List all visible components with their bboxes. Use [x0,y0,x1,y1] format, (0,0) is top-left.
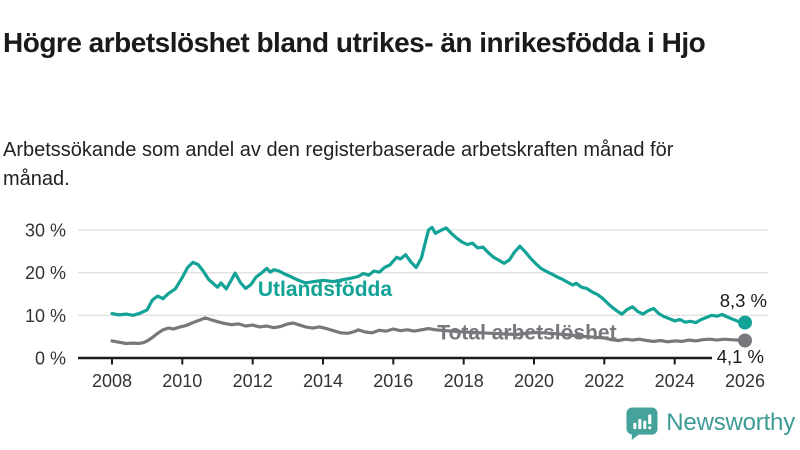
svg-text:Utlandsfödda: Utlandsfödda [258,278,392,301]
svg-text:2022: 2022 [584,371,624,391]
newsworthy-logo-text: Newsworthy [666,409,795,436]
newsworthy-logo: Newsworthy [625,406,795,440]
bar-chart-speech-bubble-icon [626,407,658,440]
page-title: Högre arbetslöshet bland utrikes- än inr… [3,26,706,58]
chart-subtitle: Arbetssökande som andel av den registerb… [3,139,674,190]
svg-text:2010: 2010 [162,371,202,391]
svg-text:2026: 2026 [725,371,765,391]
svg-text:2014: 2014 [303,371,343,391]
svg-text:2016: 2016 [373,371,413,391]
svg-text:4,1 %: 4,1 % [717,346,764,367]
svg-text:Total arbetslöshet: Total arbetslöshet [437,322,616,345]
unemployment-line-chart: 0 % 10 % 20 % 30 % 2008 2010 2012 2014 2016 2018 2… [25,221,769,391]
svg-text:2012: 2012 [233,371,273,391]
chart-area: 0 % 10 % 20 % 30 % 2008 2010 2012 2014 2016 2018 2… [0,200,800,400]
svg-text:20 %: 20 % [25,263,66,283]
svg-text:10 %: 10 % [25,306,66,326]
svg-text:8,3 %: 8,3 % [720,290,767,311]
svg-text:2020: 2020 [514,371,554,391]
svg-text:2008: 2008 [92,371,132,391]
svg-text:2018: 2018 [444,371,484,391]
svg-text:2024: 2024 [655,371,695,391]
svg-text:0 %: 0 % [35,349,66,369]
svg-text:30 %: 30 % [25,221,66,241]
